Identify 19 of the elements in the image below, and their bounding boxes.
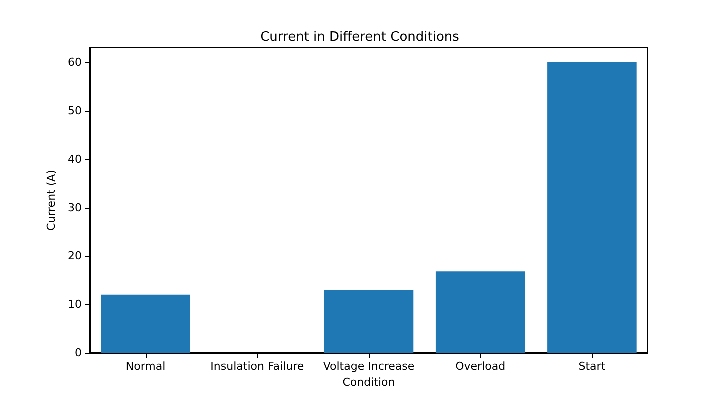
bar xyxy=(436,272,526,353)
x-tick-label: Overload xyxy=(456,360,506,373)
x-tick-label: Normal xyxy=(126,360,166,373)
y-tick-label: 0 xyxy=(75,346,82,360)
y-tick-label: 10 xyxy=(68,298,82,312)
x-tick-label: Start xyxy=(578,360,606,373)
y-tick-label: 40 xyxy=(68,152,82,166)
y-tick-label: 50 xyxy=(68,104,82,118)
y-tick-label: 30 xyxy=(68,201,82,214)
y-tick-label: 20 xyxy=(68,250,82,263)
bar xyxy=(324,290,414,353)
chart-title: Current in Different Conditions xyxy=(260,30,460,45)
x-tick-label: Voltage Increase xyxy=(323,360,415,373)
x-axis-title: Condition xyxy=(342,376,396,389)
y-axis-title: Current (A) xyxy=(45,170,58,231)
bar xyxy=(101,294,190,353)
bar xyxy=(548,62,637,353)
x-tick-label: Insulation Failure xyxy=(210,360,304,373)
y-tick-label: 60 xyxy=(68,56,82,70)
